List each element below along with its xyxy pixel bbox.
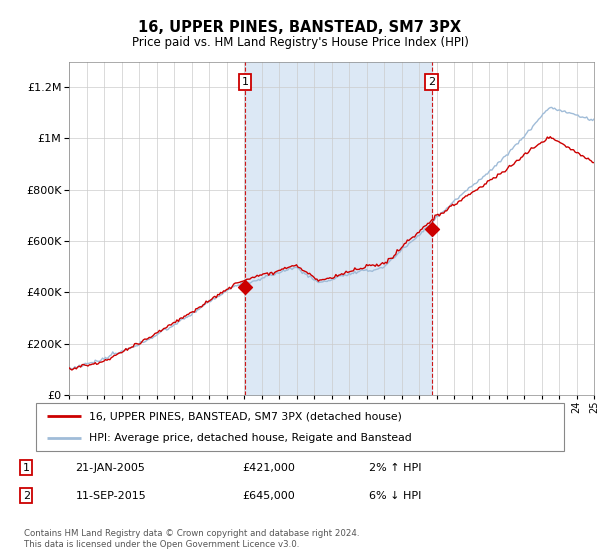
Point [240,282,250,291]
Text: 2% ↑ HPI: 2% ↑ HPI [369,463,422,473]
Text: 1: 1 [23,463,30,473]
Text: HPI: Average price, detached house, Reigate and Banstead: HPI: Average price, detached house, Reig… [89,433,412,443]
Point [427,225,436,234]
Text: 11-SEP-2015: 11-SEP-2015 [76,491,146,501]
Text: 1: 1 [241,77,248,87]
Text: 16, UPPER PINES, BANSTEAD, SM7 3PX: 16, UPPER PINES, BANSTEAD, SM7 3PX [139,20,461,35]
Text: Price paid vs. HM Land Registry's House Price Index (HPI): Price paid vs. HM Land Registry's House … [131,36,469,49]
Text: 2: 2 [23,491,30,501]
Text: £645,000: £645,000 [242,491,295,501]
Text: 6% ↓ HPI: 6% ↓ HPI [369,491,421,501]
FancyBboxPatch shape [36,403,564,451]
Text: £421,000: £421,000 [242,463,295,473]
Text: 16, UPPER PINES, BANSTEAD, SM7 3PX (detached house): 16, UPPER PINES, BANSTEAD, SM7 3PX (deta… [89,411,401,421]
Text: 21-JAN-2005: 21-JAN-2005 [76,463,145,473]
Text: 2: 2 [428,77,435,87]
Text: Contains HM Land Registry data © Crown copyright and database right 2024.
This d: Contains HM Land Registry data © Crown c… [24,529,359,549]
